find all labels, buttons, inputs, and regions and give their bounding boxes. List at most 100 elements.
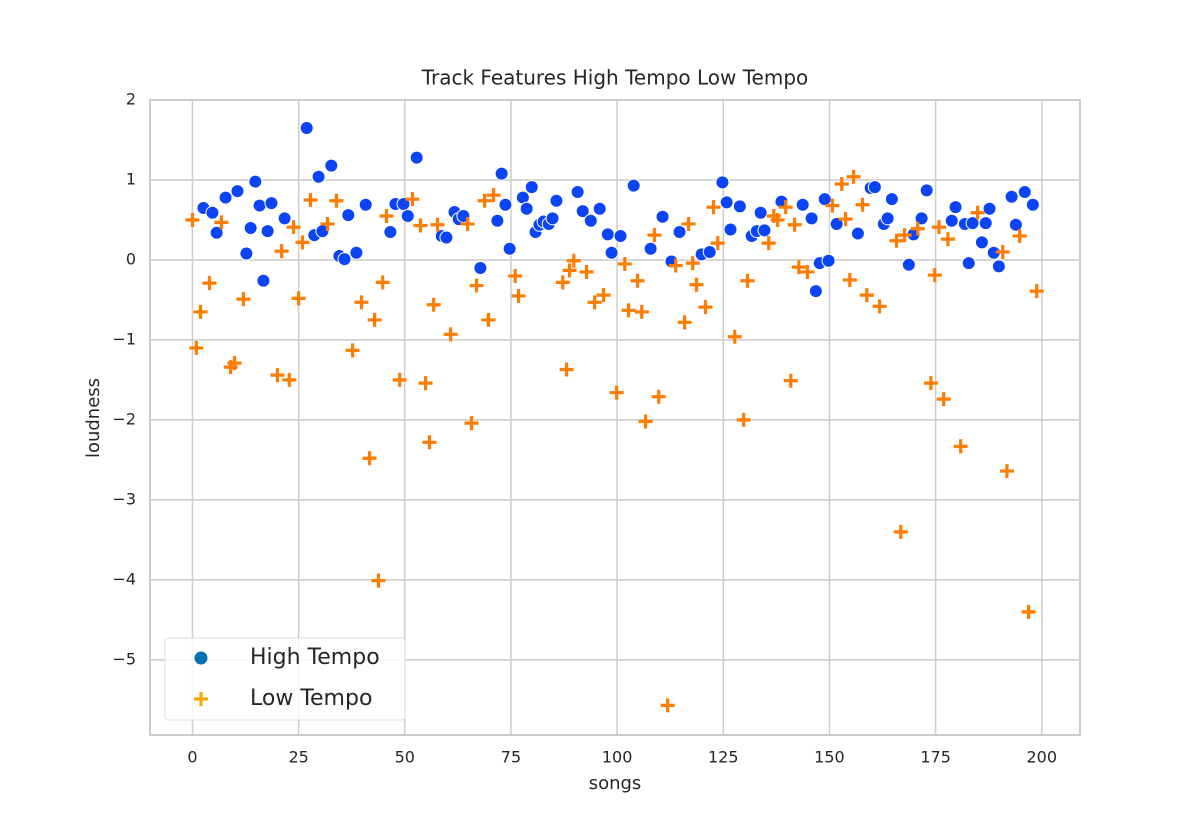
point — [243, 220, 258, 235]
point — [927, 268, 942, 283]
point — [426, 297, 441, 312]
point — [672, 224, 687, 239]
point — [842, 272, 857, 287]
x-axis-label: songs — [589, 773, 642, 794]
point — [821, 253, 836, 268]
point — [264, 196, 279, 211]
point — [880, 211, 895, 226]
y-tick-label: 2 — [126, 90, 136, 109]
point — [647, 228, 662, 243]
point — [630, 273, 645, 288]
point — [587, 295, 602, 310]
point — [787, 217, 802, 232]
point — [677, 315, 692, 330]
point — [978, 216, 993, 231]
point — [367, 312, 382, 327]
y-tick-label: −5 — [112, 649, 136, 668]
point — [719, 195, 734, 210]
point — [252, 198, 267, 213]
point — [974, 235, 989, 250]
point — [1029, 284, 1044, 299]
legend-label: Low Tempo — [250, 686, 372, 711]
point — [791, 260, 806, 275]
point — [519, 201, 534, 216]
point — [638, 414, 653, 429]
point — [617, 256, 632, 271]
point — [469, 278, 484, 293]
point — [570, 184, 585, 199]
point — [248, 174, 263, 189]
point — [324, 158, 339, 173]
point — [600, 227, 615, 242]
point — [740, 273, 755, 288]
point — [230, 184, 245, 199]
y-tick-label: 1 — [126, 169, 136, 188]
point — [555, 275, 570, 290]
point — [494, 166, 509, 181]
point — [349, 245, 364, 260]
point — [982, 201, 997, 216]
point — [872, 299, 887, 314]
point — [999, 464, 1014, 479]
point — [850, 226, 865, 241]
point — [778, 200, 793, 215]
point — [732, 199, 747, 214]
point — [1008, 217, 1023, 232]
point — [609, 385, 624, 400]
point — [270, 368, 285, 383]
point — [626, 178, 641, 193]
point — [919, 183, 934, 198]
point — [189, 340, 204, 355]
point — [291, 291, 306, 306]
point — [859, 288, 874, 303]
point — [575, 204, 590, 219]
point — [218, 190, 233, 205]
point — [995, 244, 1010, 259]
point — [655, 209, 670, 224]
point — [439, 230, 454, 245]
point — [685, 256, 700, 271]
point — [753, 205, 768, 220]
point — [953, 439, 968, 454]
point — [227, 356, 242, 371]
point — [613, 228, 628, 243]
point — [884, 192, 899, 207]
point — [715, 175, 730, 190]
point — [383, 224, 398, 239]
point — [443, 327, 458, 342]
point — [202, 276, 217, 291]
x-tick-label: 25 — [288, 748, 308, 767]
point — [286, 220, 301, 235]
point — [274, 244, 289, 259]
point — [893, 524, 908, 539]
point — [320, 216, 335, 231]
point — [948, 200, 963, 215]
point — [940, 232, 955, 247]
point — [392, 372, 407, 387]
point — [604, 245, 619, 260]
point — [1004, 189, 1019, 204]
point — [185, 212, 200, 227]
point — [400, 208, 415, 223]
point — [405, 192, 420, 207]
plot-frame — [149, 99, 1081, 736]
point — [936, 392, 951, 407]
point — [303, 192, 318, 207]
point — [681, 216, 696, 231]
point — [311, 169, 326, 184]
point — [277, 211, 292, 226]
point — [239, 246, 254, 261]
point — [295, 235, 310, 250]
point — [723, 222, 738, 237]
point — [282, 372, 297, 387]
point — [583, 213, 598, 228]
point — [710, 236, 725, 251]
point — [592, 201, 607, 216]
point — [209, 225, 224, 240]
legend-box — [164, 637, 406, 721]
point — [422, 435, 437, 450]
x-tick-label: 100 — [602, 748, 633, 767]
point — [362, 451, 377, 466]
point — [804, 211, 819, 226]
point — [477, 193, 492, 208]
